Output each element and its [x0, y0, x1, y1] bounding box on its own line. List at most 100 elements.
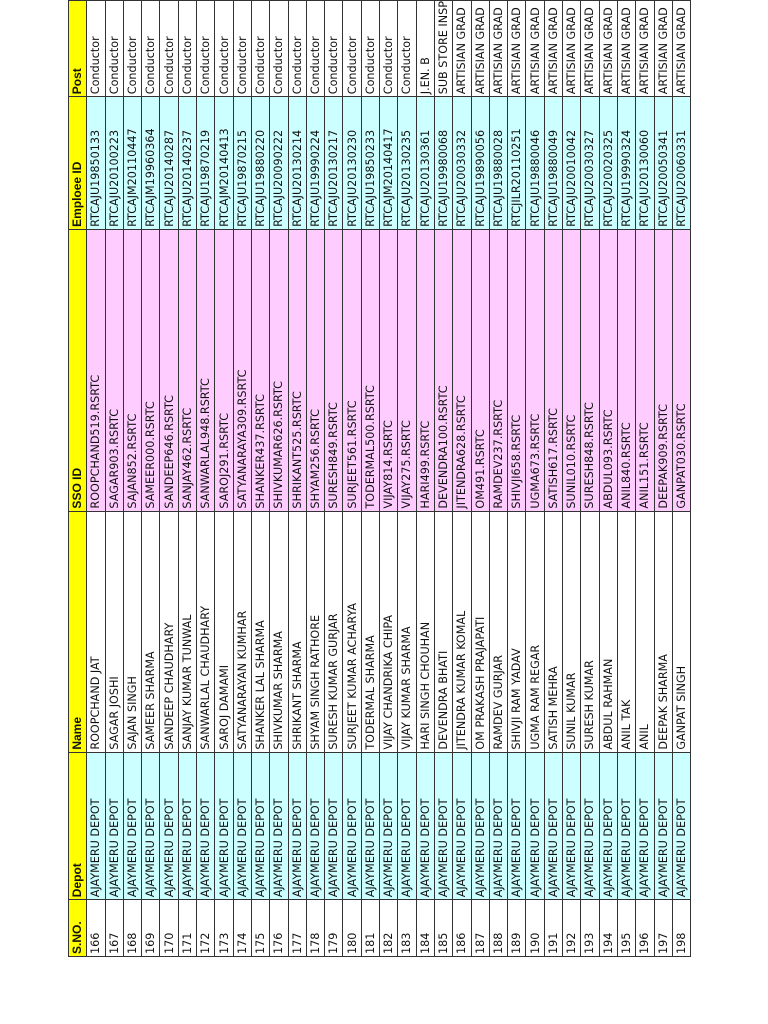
- cell-name: UGMA RAM REGAR: [525, 511, 545, 753]
- cell-depot: AJAYMERU DEPOT: [233, 752, 252, 900]
- cell-employee-id: RTCAJU20030332: [452, 96, 472, 230]
- cell-name: TODERMAL SHARMA: [361, 511, 380, 753]
- table-row: 170 AJAYMERU DEPOT SANDEEP CHAUDHARY SANDEE…: [159, 0, 179, 957]
- cell-post: Conductor: [159, 0, 179, 97]
- table-row: 189 AJAYMERU DEPOT SHIVJI RAM YADAV SHIVJI6…: [507, 0, 526, 957]
- cell-employee-id: RTCAJU20130230: [342, 96, 362, 230]
- table-row: 179 AJAYMERU DEPOT SURESH KUMAR GURJAR SURE…: [324, 0, 343, 957]
- cell-sno: 190: [525, 899, 545, 957]
- cell-employee-id: RTCAJU20130235: [397, 96, 417, 230]
- table-row: 192 AJAYMERU DEPOT SUNIL KUMAR SUNIL010.RSR…: [562, 0, 581, 957]
- cell-sno: 176: [269, 899, 289, 957]
- cell-sso-id: SATISH617.RSRTC: [544, 229, 563, 512]
- cell-sno: 187: [471, 899, 490, 957]
- cell-sno: 167: [105, 899, 124, 957]
- table-row: 188 AJAYMERU DEPOT RAMDEV GURJAR RAMDEV237.…: [489, 0, 508, 957]
- table-row: 176 AJAYMERU DEPOT SHIVKUMAR SHARMA SHIVKUM…: [269, 0, 289, 957]
- cell-sno: 175: [251, 899, 270, 957]
- table-row: 191 AJAYMERU DEPOT SATISH MEHRA SATISH617.R…: [544, 0, 563, 957]
- cell-depot: AJAYMERU DEPOT: [452, 752, 472, 900]
- cell-post: ARTISIAN GRAD: [672, 0, 691, 97]
- cell-sso-id: ANIL840.RSRTC: [617, 229, 636, 512]
- cell-sso-id: HARI499.RSRTC: [416, 229, 435, 512]
- cell-depot: AJAYMERU DEPOT: [288, 752, 307, 900]
- cell-employee-id: RTCJILR20110251: [507, 96, 526, 230]
- cell-post: ARTISIAN GRAD: [580, 0, 600, 97]
- cell-employee-id: RTCAJU20140237: [178, 96, 197, 230]
- cell-name: SAROJ DAMAMI: [214, 511, 234, 753]
- cell-name: ROOPCHAND JAT: [86, 511, 106, 753]
- cell-depot: AJAYMERU DEPOT: [306, 752, 325, 900]
- cell-sno: 166: [86, 899, 106, 957]
- cell-depot: AJAYMERU DEPOT: [397, 752, 417, 900]
- cell-post: ARTISIAN GRAD: [525, 0, 545, 97]
- cell-name: JITENDRA KUMAR KOMAL: [452, 511, 472, 753]
- cell-employee-id: RTCAJU19880046: [525, 96, 545, 230]
- cell-name: SAGAR JOSHI: [105, 511, 124, 753]
- cell-sso-id: GANPAT030.RSRTC: [672, 229, 691, 512]
- cell-post: Conductor: [105, 0, 124, 97]
- cell-name: ANIL: [635, 511, 654, 753]
- header-post: Post: [68, 0, 87, 97]
- cell-sso-id: ABDUL093.RSRTC: [599, 229, 618, 512]
- cell-name: SANJAY KUMAR TUNWAL: [178, 511, 197, 753]
- cell-post: ARTISIAN GRAD: [471, 0, 490, 97]
- cell-post: ARTISIAN GRAD: [544, 0, 563, 97]
- cell-depot: AJAYMERU DEPOT: [361, 752, 380, 900]
- cell-post: Conductor: [288, 0, 307, 97]
- cell-depot: AJAYMERU DEPOT: [544, 752, 563, 900]
- cell-depot: AJAYMERU DEPOT: [434, 752, 453, 900]
- table-row: 196 AJAYMERU DEPOT ANIL ANIL151.RSRTC RTCAJU…: [635, 0, 654, 957]
- cell-name: SANWARLAL CHAUDHARY: [196, 511, 215, 753]
- cell-name: SURESH KUMAR: [580, 511, 600, 753]
- cell-sso-id: OM491.RSRTC: [471, 229, 490, 512]
- table-row: 193 AJAYMERU DEPOT SURESH KUMAR SURESH848.R…: [580, 0, 600, 957]
- cell-sno: 168: [123, 899, 142, 957]
- cell-name: SHRIKANT SHARMA: [288, 511, 307, 753]
- cell-sno: 184: [416, 899, 435, 957]
- cell-sno: 183: [397, 899, 417, 957]
- cell-sso-id: DEEPAK909.RSRTC: [654, 229, 673, 512]
- cell-sno: 193: [580, 899, 600, 957]
- cell-depot: AJAYMERU DEPOT: [617, 752, 636, 900]
- cell-depot: AJAYMERU DEPOT: [123, 752, 142, 900]
- cell-post: ARTISIAN GRAD: [654, 0, 673, 97]
- cell-sso-id: SHIVKUMAR626.RSRTC: [269, 229, 289, 512]
- cell-sso-id: SHRIKANT525.RSRTC: [288, 229, 307, 512]
- cell-employee-id: RTCAJU19880220: [251, 96, 270, 230]
- cell-sno: 179: [324, 899, 343, 957]
- cell-sno: 171: [178, 899, 197, 957]
- cell-post: Conductor: [196, 0, 215, 97]
- table-row: 190 AJAYMERU DEPOT UGMA RAM REGAR UGMA673.R…: [525, 0, 545, 957]
- cell-sno: 194: [599, 899, 618, 957]
- cell-post: Conductor: [306, 0, 325, 97]
- cell-employee-id: RTCAJU20140287: [159, 96, 179, 230]
- cell-sno: 177: [288, 899, 307, 957]
- cell-employee-id: RTCAJU19870215: [233, 96, 252, 230]
- cell-name: DEVENDRA BHATI: [434, 511, 453, 753]
- cell-sno: 182: [379, 899, 398, 957]
- cell-name: VIJAY CHANDRIKA CHIPA: [379, 511, 398, 753]
- cell-sno: 186: [452, 899, 472, 957]
- cell-depot: AJAYMERU DEPOT: [324, 752, 343, 900]
- cell-depot: AJAYMERU DEPOT: [507, 752, 526, 900]
- cell-employee-id: RTCAJU20130060: [635, 96, 654, 230]
- table-row: 171 AJAYMERU DEPOT SANJAY KUMAR TUNWAL SANJ…: [178, 0, 197, 957]
- header-sno: S.NO.: [68, 899, 87, 957]
- cell-sso-id: DEVENDRA100.RSRTC: [434, 229, 453, 512]
- cell-post: Conductor: [324, 0, 343, 97]
- cell-post: Conductor: [233, 0, 252, 97]
- cell-name: SATYANARAYAN KUMHAR: [233, 511, 252, 753]
- cell-sso-id: VIJAY814.RSRTC: [379, 229, 398, 512]
- cell-name: SAJAN SINGH: [123, 511, 142, 753]
- cell-employee-id: RTCAJM20140413: [214, 96, 234, 230]
- table-row: 187 AJAYMERU DEPOT OM PRAKASH PRAJAPATI OM4…: [471, 0, 490, 957]
- cell-employee-id: RTCAJU20100223: [105, 96, 124, 230]
- cell-sso-id: SANWARLAL948.RSRTC: [196, 229, 215, 512]
- cell-employee-id: RTCAJU19890056: [471, 96, 490, 230]
- cell-post: Conductor: [361, 0, 380, 97]
- cell-employee-id: RTCAJU20010042: [562, 96, 581, 230]
- cell-employee-id: RTCAJU19870219: [196, 96, 215, 230]
- cell-post: J.EN. B: [416, 0, 435, 97]
